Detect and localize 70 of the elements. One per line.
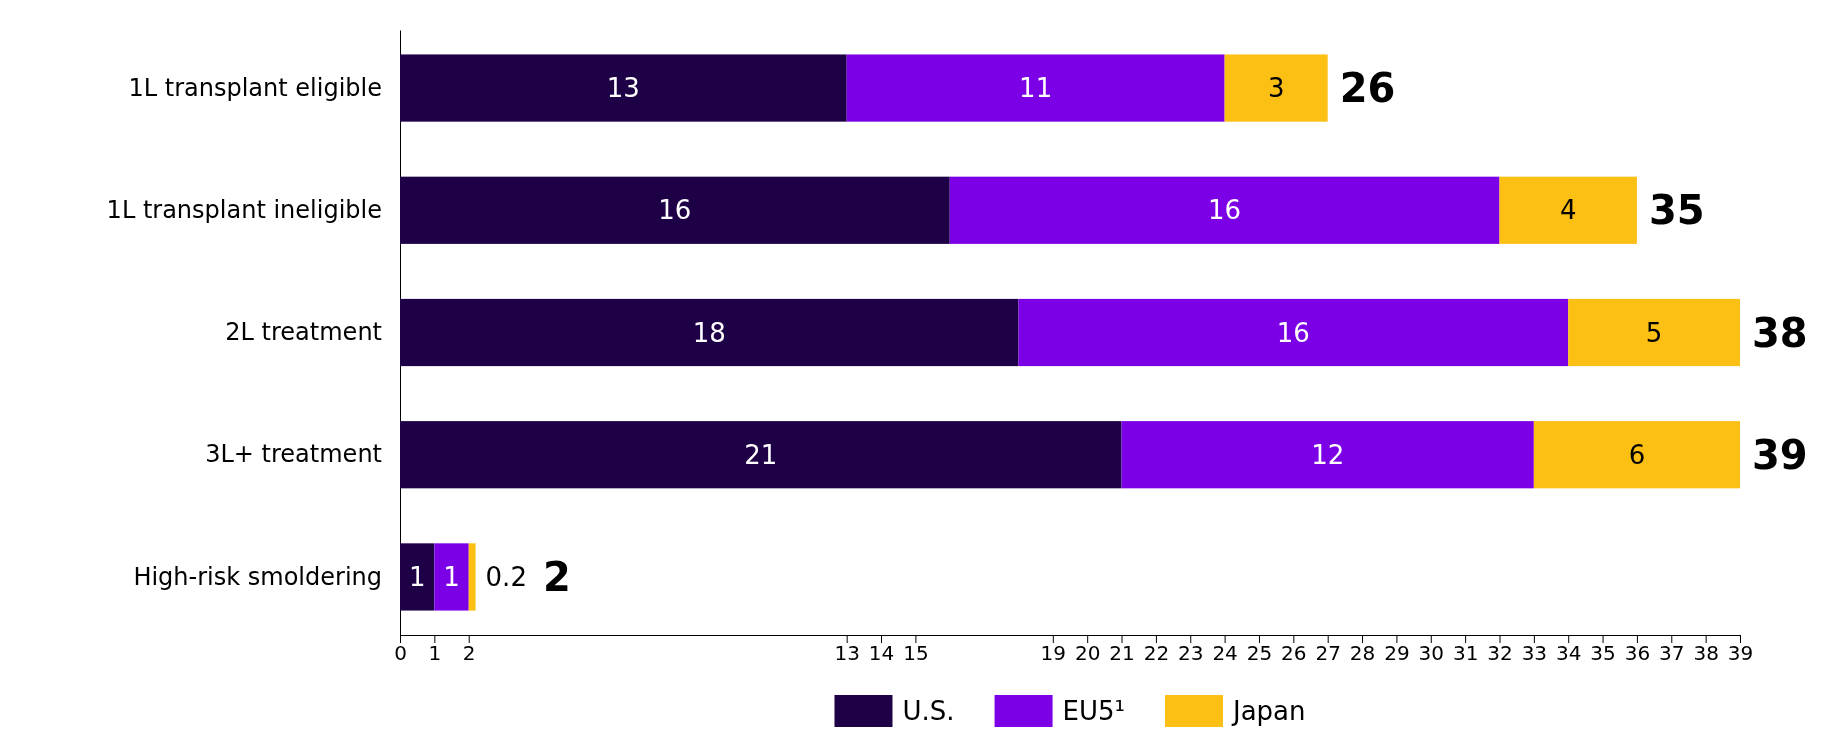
y-tick-label: 1L transplant ineligible	[106, 195, 382, 224]
y-tick-label: High-risk smoldering	[133, 562, 382, 591]
bar	[434, 543, 469, 611]
x-tick-label: 24	[1212, 641, 1238, 666]
y-tick-label: 2L treatment	[225, 318, 382, 347]
total-label: 39	[1752, 431, 1808, 478]
legend-label: Japan	[1231, 696, 1306, 727]
total-label: 2	[542, 553, 571, 600]
bar	[949, 176, 1500, 244]
x-tick-label: 0	[394, 641, 407, 666]
data-label: 5	[1645, 317, 1663, 348]
x-tick-label: 22	[1143, 641, 1170, 666]
bar	[1499, 176, 1637, 244]
x-tick-label: 27	[1315, 641, 1341, 666]
bar	[400, 176, 950, 244]
bar	[1224, 54, 1328, 122]
x-tick-label: 25	[1246, 641, 1273, 666]
bar	[400, 543, 435, 611]
bar	[846, 54, 1225, 122]
x-tick-label: 38	[1693, 641, 1719, 666]
data-label: 16	[1276, 317, 1310, 348]
data-label: 18	[692, 317, 726, 348]
x-tick-label: 35	[1590, 641, 1616, 666]
x-tick-label: 26	[1281, 641, 1307, 666]
y-tick-label: 3L+ treatment	[205, 440, 382, 469]
x-tick-label: 32	[1487, 641, 1513, 666]
data-label: 11	[1019, 73, 1053, 104]
total-label: 26	[1339, 65, 1396, 112]
x-tick-label: 23	[1178, 641, 1204, 666]
x-tick-label: 37	[1659, 641, 1685, 666]
x-tick-label: 33	[1521, 641, 1548, 666]
bar	[1018, 298, 1569, 367]
y-tick-label: 1L transplant eligible	[128, 73, 382, 102]
x-tick-label: 14	[868, 641, 895, 666]
x-tick-label: 20	[1074, 641, 1101, 666]
x-tick-label: 30	[1418, 641, 1444, 666]
bar	[400, 54, 847, 122]
x-tick-label: 39	[1727, 641, 1754, 666]
x-tick-label: 19	[1040, 641, 1067, 666]
data-label: 16	[1208, 195, 1242, 226]
x-tick-label: 15	[903, 641, 929, 666]
data-label: 0.2	[485, 562, 527, 593]
x-tick-label: 1	[428, 641, 442, 666]
bar	[1121, 421, 1534, 489]
data-label: 13	[606, 73, 640, 104]
legend-label: U.S.	[902, 696, 955, 727]
bar	[1533, 421, 1740, 489]
x-tick-label: 34	[1555, 641, 1582, 666]
x-tick-label: 36	[1624, 641, 1651, 666]
bar	[400, 421, 1122, 489]
data-label: 1	[408, 562, 426, 593]
data-label: 4	[1559, 195, 1577, 226]
x-tick-label: 29	[1384, 641, 1410, 666]
x-tick-label: 13	[834, 641, 860, 666]
data-label: 12	[1311, 439, 1345, 470]
data-label: 6	[1628, 439, 1646, 470]
x-tick-label: 2	[462, 641, 476, 666]
bar	[1568, 298, 1741, 367]
x-tick-label: 28	[1349, 641, 1376, 666]
data-label: 1	[443, 562, 460, 593]
total-label: 38	[1752, 309, 1808, 356]
x-tick-label: 21	[1109, 641, 1135, 666]
data-label: 3	[1267, 73, 1285, 104]
bar	[400, 298, 1019, 367]
total-label: 35	[1648, 187, 1705, 234]
data-label: 16	[658, 195, 692, 226]
x-tick-label: 31	[1452, 641, 1479, 666]
data-label: 21	[744, 439, 778, 470]
bar	[468, 543, 476, 611]
legend-label: EU5¹	[1062, 696, 1125, 727]
